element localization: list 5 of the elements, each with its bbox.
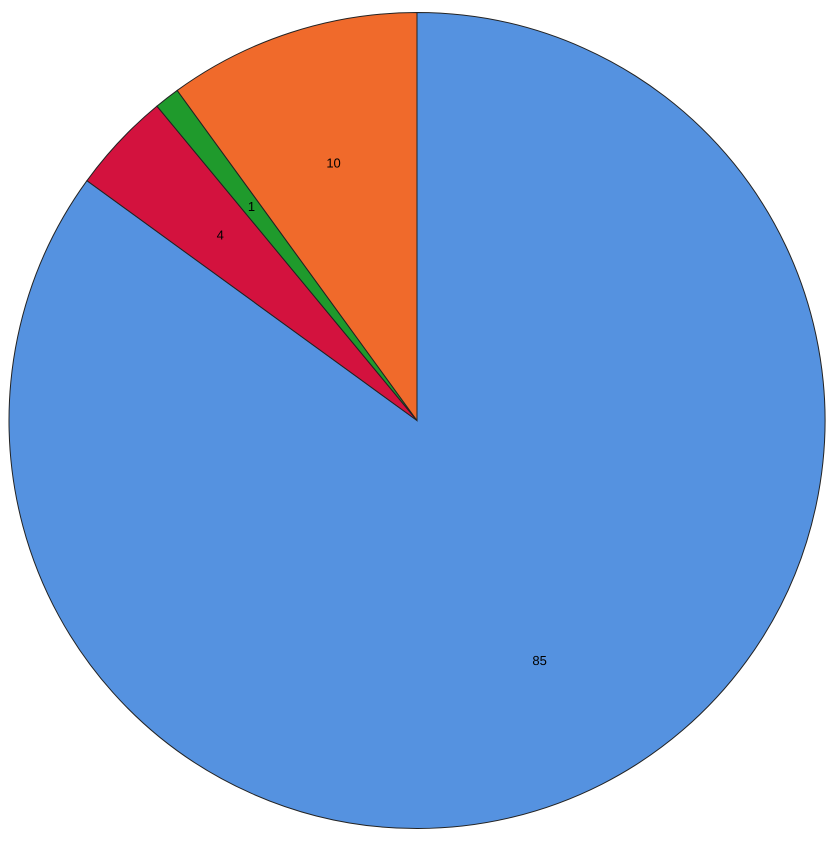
data-label: 10 <box>326 156 341 171</box>
pie-slice <box>8 12 826 829</box>
data-label: 4 <box>216 228 224 243</box>
data-label: 1 <box>248 199 256 214</box>
data-label: 85 <box>532 653 547 668</box>
